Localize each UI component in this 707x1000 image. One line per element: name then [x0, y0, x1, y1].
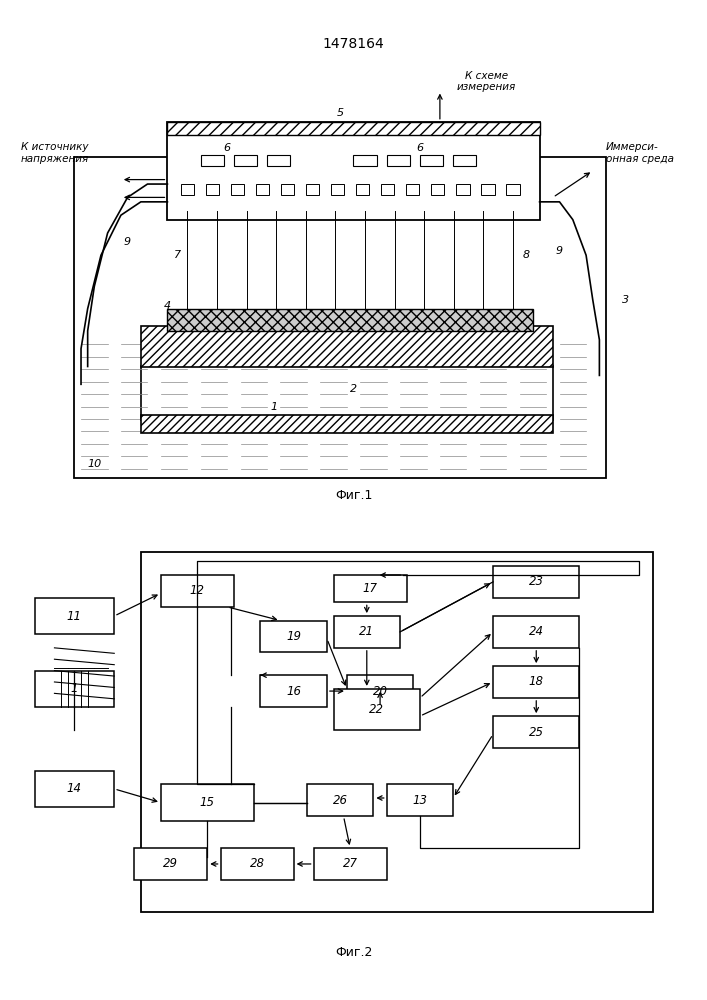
Bar — [307, 784, 373, 816]
Text: 1478164: 1478164 — [322, 37, 385, 51]
Text: 19: 19 — [286, 630, 301, 643]
Text: 4: 4 — [164, 301, 171, 311]
Bar — [493, 616, 580, 648]
Bar — [35, 771, 115, 807]
Bar — [506, 184, 520, 195]
Bar — [334, 689, 420, 730]
Bar — [168, 122, 539, 220]
Bar — [381, 184, 395, 195]
Text: 14: 14 — [67, 782, 82, 795]
Text: 8: 8 — [522, 250, 530, 260]
Bar — [406, 184, 419, 195]
Text: 27: 27 — [343, 857, 358, 870]
Bar — [201, 155, 224, 166]
Bar — [141, 366, 553, 420]
Bar — [281, 184, 294, 195]
Bar — [493, 716, 580, 748]
Text: 10: 10 — [87, 459, 101, 469]
Bar — [256, 184, 269, 195]
Bar — [74, 157, 606, 478]
Text: 26: 26 — [333, 794, 348, 807]
Text: 21: 21 — [359, 625, 374, 638]
Bar — [168, 122, 539, 135]
Bar — [35, 671, 115, 707]
Text: Фиг.2: Фиг.2 — [335, 946, 372, 959]
Text: 6: 6 — [416, 143, 423, 153]
Text: 25: 25 — [529, 726, 544, 739]
Bar — [334, 616, 400, 648]
Text: 24: 24 — [529, 625, 544, 638]
Bar — [168, 309, 533, 331]
Text: 5: 5 — [337, 108, 344, 118]
Text: 9: 9 — [556, 246, 563, 256]
Text: 18: 18 — [529, 675, 544, 688]
Text: 12: 12 — [189, 584, 205, 597]
Bar — [181, 184, 194, 195]
Text: К источнику
напряжения: К источнику напряжения — [21, 142, 88, 164]
Bar — [387, 155, 410, 166]
Text: 13: 13 — [412, 794, 428, 807]
Bar — [260, 621, 327, 652]
Bar — [230, 184, 244, 195]
Bar — [35, 598, 115, 634]
Text: 15: 15 — [200, 796, 215, 809]
Text: Фиг.1: Фиг.1 — [335, 489, 372, 502]
Bar — [314, 848, 387, 880]
Bar — [456, 184, 469, 195]
Bar — [334, 575, 407, 602]
Text: 11: 11 — [67, 609, 82, 622]
Bar — [387, 784, 453, 816]
Text: 7: 7 — [174, 250, 181, 260]
Bar — [260, 675, 327, 707]
Bar — [134, 848, 207, 880]
Bar — [493, 666, 580, 698]
Bar — [431, 184, 445, 195]
Bar — [347, 675, 414, 707]
Text: 20: 20 — [373, 685, 387, 698]
Text: 16: 16 — [286, 685, 301, 698]
Text: 1: 1 — [270, 402, 277, 412]
Text: 23: 23 — [529, 575, 544, 588]
Text: 29: 29 — [163, 857, 178, 870]
Text: 17: 17 — [363, 582, 378, 595]
Bar — [141, 415, 553, 433]
Bar — [160, 575, 234, 607]
Text: 28: 28 — [250, 857, 264, 870]
Bar — [306, 184, 320, 195]
Text: 22: 22 — [369, 703, 385, 716]
Text: 6: 6 — [223, 143, 230, 153]
Bar — [331, 184, 344, 195]
Bar — [493, 566, 580, 598]
Bar — [141, 552, 653, 912]
Bar — [267, 155, 291, 166]
Text: 9: 9 — [124, 237, 131, 247]
Bar — [354, 155, 377, 166]
Bar — [206, 184, 219, 195]
Bar — [356, 184, 369, 195]
Bar — [481, 184, 495, 195]
Text: 3: 3 — [622, 295, 629, 305]
Bar — [420, 155, 443, 166]
Text: К схеме
измерения: К схеме измерения — [457, 71, 516, 92]
Text: Иммерси-
онная среда: Иммерси- онная среда — [606, 142, 674, 164]
Bar — [221, 848, 293, 880]
Bar — [141, 326, 553, 366]
Bar — [160, 784, 254, 821]
Text: 1: 1 — [71, 682, 78, 695]
Bar — [234, 155, 257, 166]
Text: 2: 2 — [350, 384, 357, 394]
Bar — [453, 155, 477, 166]
